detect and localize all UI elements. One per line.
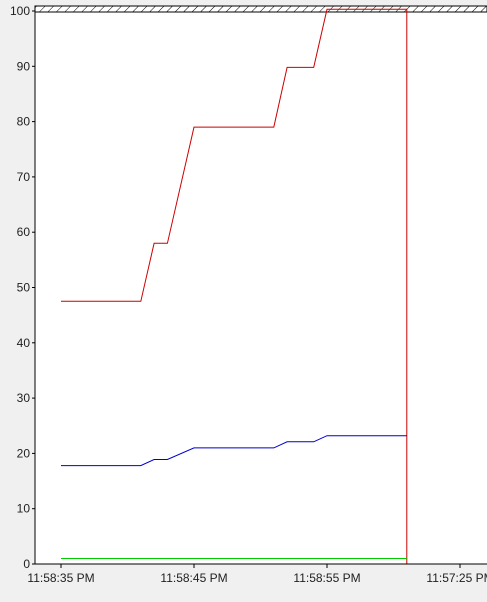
- y-tick-label: 100: [10, 4, 30, 18]
- y-tick-label: 70: [17, 170, 31, 184]
- x-tick-label: 11:58:55 PM: [293, 571, 360, 585]
- y-tick-label: 50: [17, 281, 31, 295]
- x-tick-label: 11:58:45 PM: [160, 571, 227, 585]
- y-tick-label: 40: [17, 336, 31, 350]
- y-tick-label: 20: [17, 446, 31, 460]
- x-tick-label: 11:58:35 PM: [27, 571, 94, 585]
- series-line-2: [61, 435, 407, 467]
- y-tick-label: 10: [17, 502, 31, 516]
- y-tick-label: 30: [17, 391, 31, 405]
- series-line-1: [61, 8, 408, 565]
- y-tick-label: 80: [17, 115, 31, 129]
- ceiling-band: [34, 5, 487, 13]
- x-tick-label: 11:57:25 PM: [426, 571, 487, 585]
- plot-area: [35, 11, 487, 564]
- y-tick-label: 0: [23, 557, 30, 571]
- y-tick-label: 90: [17, 59, 31, 73]
- y-tick-label: 60: [17, 225, 31, 239]
